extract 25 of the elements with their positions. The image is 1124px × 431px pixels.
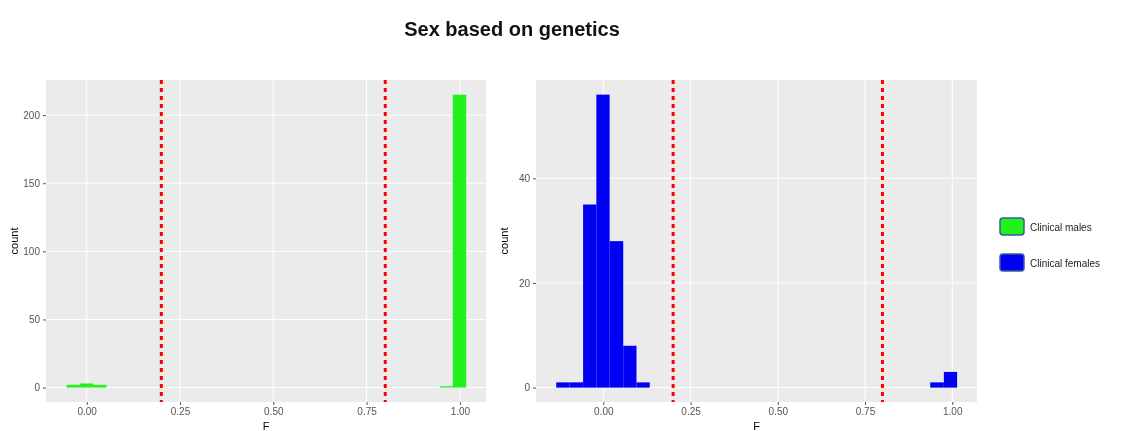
y-tick-label: 50 xyxy=(28,314,41,326)
x-tick-label: 0.00 xyxy=(594,406,614,418)
x-tick-label: 0.50 xyxy=(768,406,789,418)
x-tick-label: 0.25 xyxy=(681,406,702,418)
legend-label: Clinical females xyxy=(1030,258,1101,269)
x-tick-label: 0.75 xyxy=(357,406,378,418)
y-tick-label: 0 xyxy=(34,382,41,394)
y-tick-label: 0 xyxy=(524,382,531,394)
y-tick-label: 200 xyxy=(23,109,41,121)
y-axis-title: count xyxy=(8,227,20,255)
x-tick-label: 1.00 xyxy=(942,406,963,418)
y-tick-label: 100 xyxy=(23,246,41,258)
y-tick-label: 20 xyxy=(518,277,531,289)
legend-label: Clinical males xyxy=(1030,222,1092,233)
x-tick-label: 0.25 xyxy=(170,406,191,418)
x-tick-label: 0.00 xyxy=(77,406,98,418)
x-tick-label: 1.00 xyxy=(450,406,471,418)
x-axis-title: F xyxy=(753,420,761,431)
x-tick-label: 0.50 xyxy=(264,406,284,418)
y-tick-label: 150 xyxy=(23,177,41,189)
y-tick-label: 40 xyxy=(518,173,531,185)
chart-title: Sex based on genetics xyxy=(404,18,620,40)
x-axis-title: F xyxy=(262,420,270,431)
x-tick-label: 0.75 xyxy=(855,406,876,418)
y-axis-title: count xyxy=(498,227,510,255)
